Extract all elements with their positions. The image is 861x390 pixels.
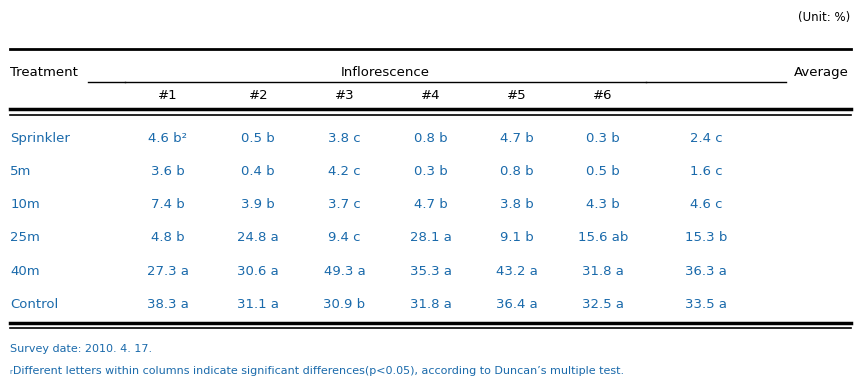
- Text: 10m: 10m: [10, 198, 40, 211]
- Text: Average: Average: [794, 66, 849, 79]
- Text: 36.4 a: 36.4 a: [496, 298, 537, 311]
- Text: 0.4 b: 0.4 b: [241, 165, 276, 178]
- Text: 38.3 a: 38.3 a: [147, 298, 189, 311]
- Text: 30.6 a: 30.6 a: [238, 264, 279, 278]
- Text: 5m: 5m: [10, 165, 32, 178]
- Text: 0.3 b: 0.3 b: [585, 132, 620, 145]
- Text: 36.3 a: 36.3 a: [685, 264, 727, 278]
- Text: 15.3 b: 15.3 b: [684, 231, 728, 245]
- Text: 3.8 c: 3.8 c: [328, 132, 361, 145]
- Text: Treatment: Treatment: [10, 66, 78, 79]
- Text: 3.7 c: 3.7 c: [328, 198, 361, 211]
- Text: 3.8 b: 3.8 b: [499, 198, 534, 211]
- Text: 3.9 b: 3.9 b: [241, 198, 276, 211]
- Text: #4: #4: [421, 89, 440, 102]
- Text: 4.6 c: 4.6 c: [690, 198, 722, 211]
- Text: 28.1 a: 28.1 a: [410, 231, 451, 245]
- Text: 7.4 b: 7.4 b: [151, 198, 185, 211]
- Text: Survey date: 2010. 4. 17.: Survey date: 2010. 4. 17.: [10, 344, 152, 354]
- Text: ᵣDifferent letters within columns indicate significant differences(p<0.05), acco: ᵣDifferent letters within columns indica…: [10, 366, 624, 376]
- Text: #3: #3: [335, 89, 354, 102]
- Text: 32.5 a: 32.5 a: [582, 298, 623, 311]
- Text: 4.8 b: 4.8 b: [151, 231, 185, 245]
- Text: 0.8 b: 0.8 b: [499, 165, 534, 178]
- Text: 31.8 a: 31.8 a: [410, 298, 451, 311]
- Text: 4.7 b: 4.7 b: [499, 132, 534, 145]
- Text: 15.6 ab: 15.6 ab: [578, 231, 628, 245]
- Text: 3.6 b: 3.6 b: [151, 165, 185, 178]
- Text: 43.2 a: 43.2 a: [496, 264, 537, 278]
- Text: 30.9 b: 30.9 b: [324, 298, 365, 311]
- Text: 31.1 a: 31.1 a: [238, 298, 279, 311]
- Text: 0.5 b: 0.5 b: [585, 165, 620, 178]
- Text: Inflorescence: Inflorescence: [341, 66, 430, 79]
- Text: 4.3 b: 4.3 b: [585, 198, 620, 211]
- Text: 9.4 c: 9.4 c: [328, 231, 361, 245]
- Text: Control: Control: [10, 298, 59, 311]
- Text: 24.8 a: 24.8 a: [238, 231, 279, 245]
- Text: 9.1 b: 9.1 b: [499, 231, 534, 245]
- Text: 40m: 40m: [10, 264, 40, 278]
- Text: 35.3 a: 35.3 a: [410, 264, 451, 278]
- Text: (Unit: %): (Unit: %): [798, 11, 851, 24]
- Text: 0.8 b: 0.8 b: [413, 132, 448, 145]
- Text: 4.7 b: 4.7 b: [413, 198, 448, 211]
- Text: 4.6 b²: 4.6 b²: [148, 132, 188, 145]
- Text: #1: #1: [158, 89, 177, 102]
- Text: 27.3 a: 27.3 a: [147, 264, 189, 278]
- Text: 33.5 a: 33.5 a: [685, 298, 727, 311]
- Text: 2.4 c: 2.4 c: [690, 132, 722, 145]
- Text: 31.8 a: 31.8 a: [582, 264, 623, 278]
- Text: 4.2 c: 4.2 c: [328, 165, 361, 178]
- Text: #5: #5: [507, 89, 526, 102]
- Text: 0.3 b: 0.3 b: [413, 165, 448, 178]
- Text: 25m: 25m: [10, 231, 40, 245]
- Text: #6: #6: [593, 89, 612, 102]
- Text: 49.3 a: 49.3 a: [324, 264, 365, 278]
- Text: 0.5 b: 0.5 b: [241, 132, 276, 145]
- Text: 1.6 c: 1.6 c: [690, 165, 722, 178]
- Text: Sprinkler: Sprinkler: [10, 132, 71, 145]
- Text: #2: #2: [249, 89, 268, 102]
